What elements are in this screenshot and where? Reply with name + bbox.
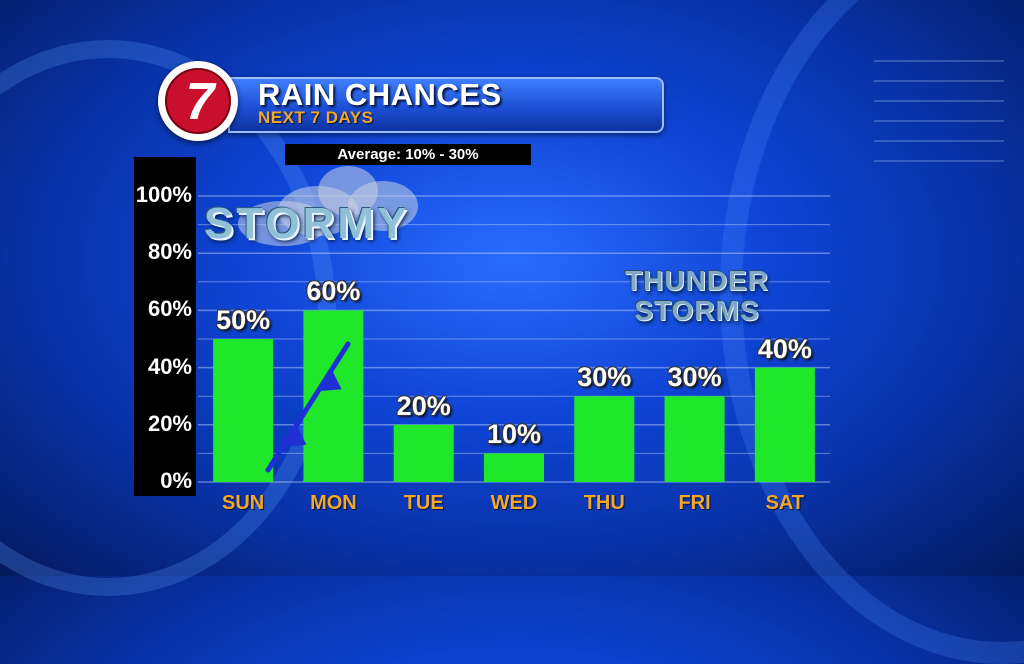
y-axis-panel xyxy=(134,157,196,496)
background-lines xyxy=(874,60,1004,220)
y-tick-label: 20% xyxy=(147,410,192,436)
bar-wed xyxy=(484,453,544,482)
bar-value-label: 40% xyxy=(757,333,812,364)
bar-fri xyxy=(664,396,725,482)
thunder-line-1: THUNDER xyxy=(625,265,769,296)
bar-tue xyxy=(393,424,454,482)
cold-front-barb xyxy=(282,424,307,447)
x-tick-label: SUN xyxy=(222,492,265,514)
stormy-label: STORMY xyxy=(204,199,410,248)
x-tick-label: TUE xyxy=(403,492,444,514)
bar-value-label: 60% xyxy=(306,276,361,307)
bar-value-label: 30% xyxy=(667,362,722,393)
bar-value-label: 50% xyxy=(216,305,271,335)
bar-value-label: 10% xyxy=(486,419,542,450)
bar-sun xyxy=(213,339,274,482)
logo-number: 7 xyxy=(185,73,215,131)
x-tick-label: SAT xyxy=(765,492,805,514)
x-tick-label: MON xyxy=(310,492,357,514)
chart-subtitle: NEXT 7 DAYS xyxy=(258,108,374,127)
bar-thu xyxy=(574,396,635,482)
y-tick-label: 40% xyxy=(147,353,192,379)
bar-chart xyxy=(198,195,830,483)
cloud-icon xyxy=(218,166,428,256)
title-banner xyxy=(228,77,664,133)
chart-title: RAIN CHANCES xyxy=(258,77,502,112)
thunderstorms-label: THUNDER STORMS xyxy=(612,266,782,326)
station-logo: 7 xyxy=(158,61,238,141)
average-label: Average: 10% - 30% xyxy=(285,144,531,165)
x-tick-label: FRI xyxy=(678,492,711,514)
x-tick-label: THU xyxy=(583,492,625,514)
y-tick-label: 80% xyxy=(147,239,192,265)
bar-value-label: 20% xyxy=(396,390,451,421)
bar-value-label: 30% xyxy=(577,362,632,393)
y-tick-label: 60% xyxy=(147,296,192,322)
y-tick-label: 100% xyxy=(135,182,192,207)
cold-front-line xyxy=(265,341,351,473)
x-tick-label: WED xyxy=(490,492,538,514)
thunder-line-2: STORMS xyxy=(634,295,760,326)
cold-front-barb xyxy=(317,369,342,392)
bar-sat xyxy=(754,367,815,482)
y-tick-label: 0% xyxy=(160,468,192,493)
